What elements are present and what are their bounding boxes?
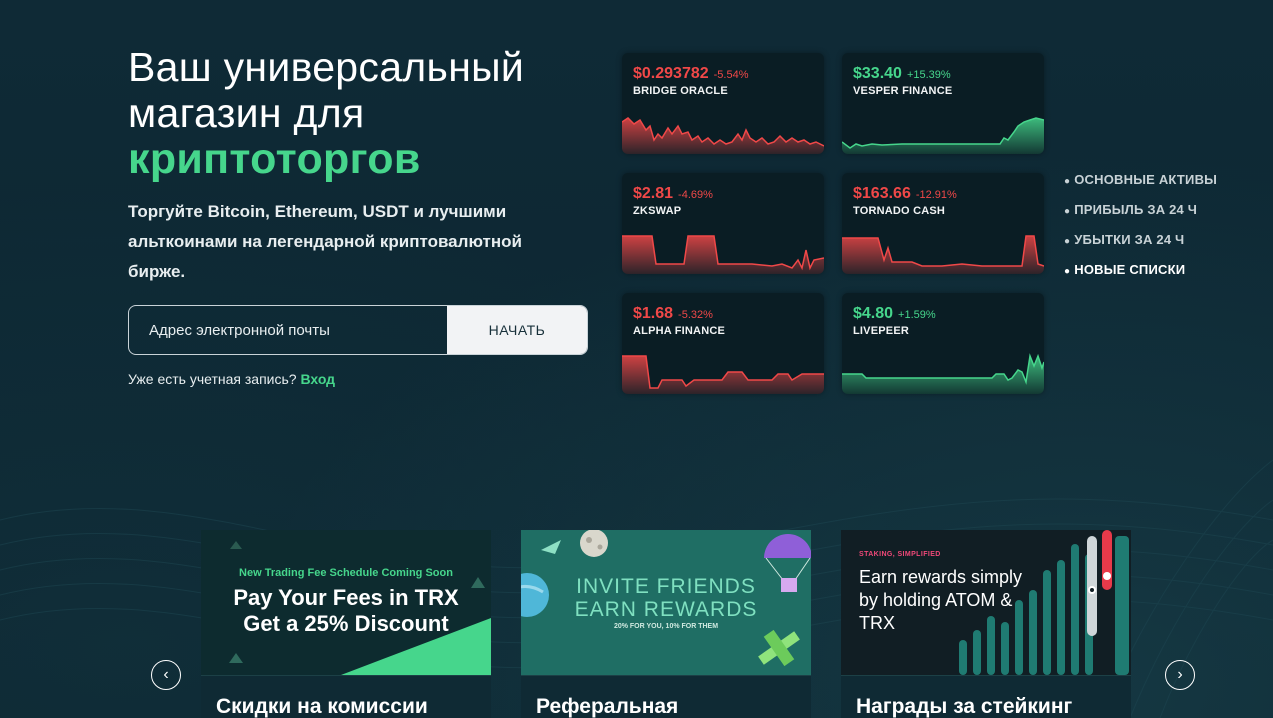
ticker-card-bridge-oracle[interactable]: $0.293782 -5.54% BRIDGE ORACLE <box>622 53 824 154</box>
signup-form: НАЧАТЬ <box>128 305 588 355</box>
promo-banner: INVITE FRIENDS EARN REWARDS 20% FOR YOU,… <box>521 530 811 675</box>
filter-top-gainers[interactable]: ● ПРИБЫЛЬ ЗА 24 Ч <box>1064 200 1217 230</box>
filter-new-listings[interactable]: ● НОВЫЕ СПИСКИ <box>1064 260 1217 290</box>
banner-headline-2: EARN REWARDS <box>574 598 758 621</box>
banner-decoration <box>229 541 491 675</box>
carousel-prev-button[interactable]: ‹ <box>151 660 181 690</box>
ticker-card-zkswap[interactable]: $2.81 -4.69% ZKSWAP <box>622 173 824 274</box>
ticker-price: $33.40 <box>853 65 902 82</box>
filter-label: НОВЫЕ СПИСКИ <box>1074 262 1186 277</box>
hero-subtitle: Торгуйте Bitcoin, Ethereum, USDT и лучши… <box>128 202 522 281</box>
hero-title-accent: криптоторгов <box>128 135 421 183</box>
ticker-change: -5.54% <box>713 69 749 81</box>
market-filter-list: ● ОСНОВНЫЕ АКТИВЫ ● ПРИБЫЛЬ ЗА 24 Ч ● УБЫТК… <box>1064 170 1217 290</box>
login-link[interactable]: Вход <box>300 371 336 387</box>
bullet-icon: ● <box>1064 176 1071 187</box>
ticker-change: -5.32% <box>678 309 713 321</box>
filter-major-assets[interactable]: ● ОСНОВНЫЕ АКТИВЫ <box>1064 170 1217 200</box>
bullet-icon: ● <box>1064 206 1071 217</box>
ticker-sparkline <box>842 117 1044 154</box>
ticker-price: $163.66 <box>853 185 911 202</box>
banner-headline: Pay Your Fees in TRX <box>233 585 459 610</box>
ticker-change: +1.59% <box>898 309 936 321</box>
banner-decoration <box>959 530 1129 675</box>
ticker-name: TORNADO CASH <box>853 205 946 217</box>
banner-headline-2: Get a 25% Discount <box>243 611 449 636</box>
ticker-price: $0.293782 <box>633 65 709 82</box>
ticker-card-tornado-cash[interactable]: $163.66 -12.91% TORNADO CASH <box>842 173 1044 274</box>
promo-caption-text: Награды за стейкинг <box>856 695 1073 718</box>
banner-headline: Earn rewards simply by holding ATOM & TR… <box>859 567 1023 633</box>
ticker-card-alpha-finance[interactable]: $1.68 -5.32% ALPHA FINANCE <box>622 293 824 394</box>
hero-title: Ваш универсальный магазин для криптоторг… <box>128 44 588 182</box>
ticker-change: -4.69% <box>678 189 713 201</box>
ticker-name: LIVEPEER <box>853 325 910 337</box>
banner-headline: INVITE FRIENDS <box>576 575 756 598</box>
ticker-card-livepeer[interactable]: $4.80 +1.59% LIVEPEER <box>842 293 1044 394</box>
start-button[interactable]: НАЧАТЬ <box>447 306 587 354</box>
ticker-sparkline <box>842 353 1044 394</box>
ticker-name: ALPHA FINANCE <box>633 325 726 337</box>
ticker-change: +15.39% <box>906 69 951 81</box>
ticker-sparkline <box>622 235 824 274</box>
ticker-sparkline <box>842 235 1044 274</box>
filter-top-losers[interactable]: ● УБЫТКИ ЗА 24 Ч <box>1064 230 1217 260</box>
promo-card-fee-discount[interactable]: New Trading Fee Schedule Coming Soon Pay… <box>201 530 491 718</box>
hero-title-text: Ваш универсальный магазин для <box>128 44 525 136</box>
ticker-change: -12.91% <box>915 189 957 201</box>
promo-card-referral[interactable]: INVITE FRIENDS EARN REWARDS 20% FOR YOU,… <box>521 530 811 718</box>
bullet-icon: ● <box>1064 236 1071 247</box>
promo-banner: STAKING, SIMPLIFIED Earn rewards simply … <box>841 530 1131 675</box>
chevron-left-icon: ‹ <box>163 666 169 683</box>
banner-decoration <box>521 530 811 667</box>
login-prompt: Уже есть учетная запись? Вход <box>128 371 335 387</box>
ticker-sparkline <box>622 117 824 154</box>
banner-subtitle: 20% FOR YOU, 10% FOR THEM <box>613 623 719 630</box>
ticker-name: VESPER FINANCE <box>853 85 953 97</box>
banner-subtitle: New Trading Fee Schedule Coming Soon <box>239 567 453 579</box>
promo-caption-text: Скидки на комиссии <box>216 695 428 718</box>
promo-caption: Скидки на комиссии <box>201 675 491 718</box>
carousel-next-button[interactable]: › <box>1165 660 1195 690</box>
promo-caption: Награды за стейкинг <box>841 675 1131 718</box>
filter-label: ОСНОВНЫЕ АКТИВЫ <box>1074 172 1218 187</box>
ticker-sparkline <box>622 355 824 394</box>
promo-card-staking[interactable]: STAKING, SIMPLIFIED Earn rewards simply … <box>841 530 1131 718</box>
ticker-name: BRIDGE ORACLE <box>633 85 728 97</box>
login-prompt-text: Уже есть учетная запись? <box>128 371 297 387</box>
bullet-icon: ● <box>1064 266 1071 277</box>
promo-banner: New Trading Fee Schedule Coming Soon Pay… <box>201 530 491 675</box>
ticker-price: $4.80 <box>853 305 894 322</box>
banner-tag: STAKING, SIMPLIFIED <box>859 551 941 558</box>
ticker-card-vesper-finance[interactable]: $33.40 +15.39% VESPER FINANCE <box>842 53 1044 154</box>
ticker-price: $2.81 <box>633 185 674 202</box>
promo-caption-text: Реферальная <box>536 695 679 718</box>
ticker-name: ZKSWAP <box>633 205 682 217</box>
chevron-right-icon: › <box>1177 666 1183 683</box>
email-input[interactable] <box>129 306 447 354</box>
filter-label: УБЫТКИ ЗА 24 Ч <box>1074 232 1185 247</box>
ticker-grid: $0.293782 -5.54% BRIDGE ORACLE $33.40 +15.… <box>622 53 1044 394</box>
promo-caption: Реферальная <box>521 675 811 718</box>
filter-label: ПРИБЫЛЬ ЗА 24 Ч <box>1074 202 1198 217</box>
ticker-price: $1.68 <box>633 305 674 322</box>
